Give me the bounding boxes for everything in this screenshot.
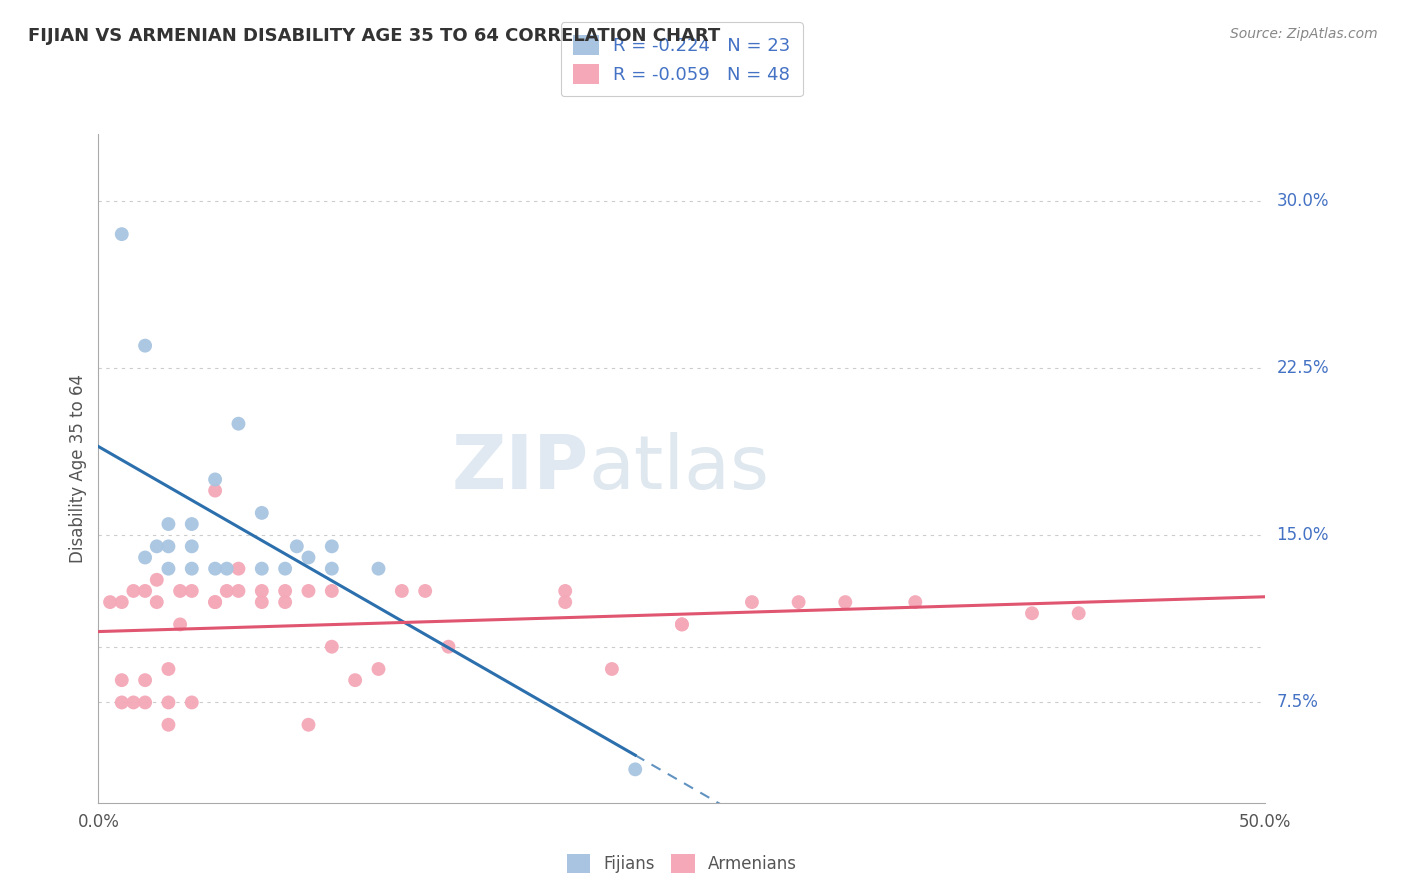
Point — [624, 762, 647, 776]
Point — [122, 584, 145, 599]
Point — [437, 640, 460, 654]
Point — [134, 339, 156, 353]
Point — [146, 595, 169, 609]
Point — [134, 696, 156, 710]
Point — [98, 595, 121, 609]
Point — [367, 562, 389, 576]
Point — [157, 517, 180, 532]
Point — [111, 227, 134, 242]
Point — [250, 584, 273, 599]
Point — [204, 483, 226, 498]
Point — [321, 562, 343, 576]
Point — [671, 617, 693, 632]
Point — [204, 473, 226, 487]
Point — [204, 562, 226, 576]
Text: FIJIAN VS ARMENIAN DISABILITY AGE 35 TO 64 CORRELATION CHART: FIJIAN VS ARMENIAN DISABILITY AGE 35 TO … — [28, 27, 720, 45]
Point — [228, 417, 250, 431]
Point — [134, 584, 156, 599]
Point — [157, 562, 180, 576]
Point — [904, 595, 927, 609]
Point — [180, 562, 202, 576]
Point — [1067, 607, 1090, 621]
Point — [250, 506, 273, 520]
Point — [157, 717, 180, 731]
Text: 15.0%: 15.0% — [1277, 526, 1329, 544]
Point — [297, 717, 319, 731]
Point — [274, 595, 297, 609]
Point — [297, 584, 319, 599]
Point — [180, 517, 202, 532]
Point — [215, 562, 238, 576]
Point — [1021, 607, 1043, 621]
Point — [321, 640, 343, 654]
Point — [146, 539, 169, 553]
Point — [321, 539, 343, 553]
Point — [228, 562, 250, 576]
Point — [157, 539, 180, 553]
Point — [134, 673, 156, 687]
Point — [554, 595, 576, 609]
Text: 7.5%: 7.5% — [1277, 693, 1319, 712]
Point — [413, 584, 436, 599]
Point — [204, 595, 226, 609]
Point — [274, 562, 297, 576]
Point — [285, 539, 308, 553]
Point — [134, 550, 156, 565]
Point — [215, 584, 238, 599]
Point — [111, 673, 134, 687]
Y-axis label: Disability Age 35 to 64: Disability Age 35 to 64 — [69, 374, 87, 563]
Point — [122, 696, 145, 710]
Point — [180, 539, 202, 553]
Point — [111, 696, 134, 710]
Point — [250, 562, 273, 576]
Point — [180, 584, 202, 599]
Point — [274, 584, 297, 599]
Point — [157, 662, 180, 676]
Text: ZIP: ZIP — [451, 432, 589, 505]
Point — [111, 595, 134, 609]
Point — [741, 595, 763, 609]
Point — [169, 617, 191, 632]
Point — [180, 696, 202, 710]
Text: 22.5%: 22.5% — [1277, 359, 1329, 377]
Point — [787, 595, 810, 609]
Point — [600, 662, 623, 676]
Point — [344, 673, 367, 687]
Point — [554, 584, 576, 599]
Point — [146, 573, 169, 587]
Text: atlas: atlas — [589, 432, 769, 505]
Point — [321, 584, 343, 599]
Point — [391, 584, 413, 599]
Point — [297, 550, 319, 565]
Point — [169, 584, 191, 599]
Point — [250, 595, 273, 609]
Point — [834, 595, 856, 609]
Legend: Fijians, Armenians: Fijians, Armenians — [558, 847, 806, 881]
Text: Source: ZipAtlas.com: Source: ZipAtlas.com — [1230, 27, 1378, 41]
Point — [367, 662, 389, 676]
Point — [228, 584, 250, 599]
Point — [204, 595, 226, 609]
Point — [671, 617, 693, 632]
Text: 30.0%: 30.0% — [1277, 192, 1329, 210]
Point — [157, 696, 180, 710]
